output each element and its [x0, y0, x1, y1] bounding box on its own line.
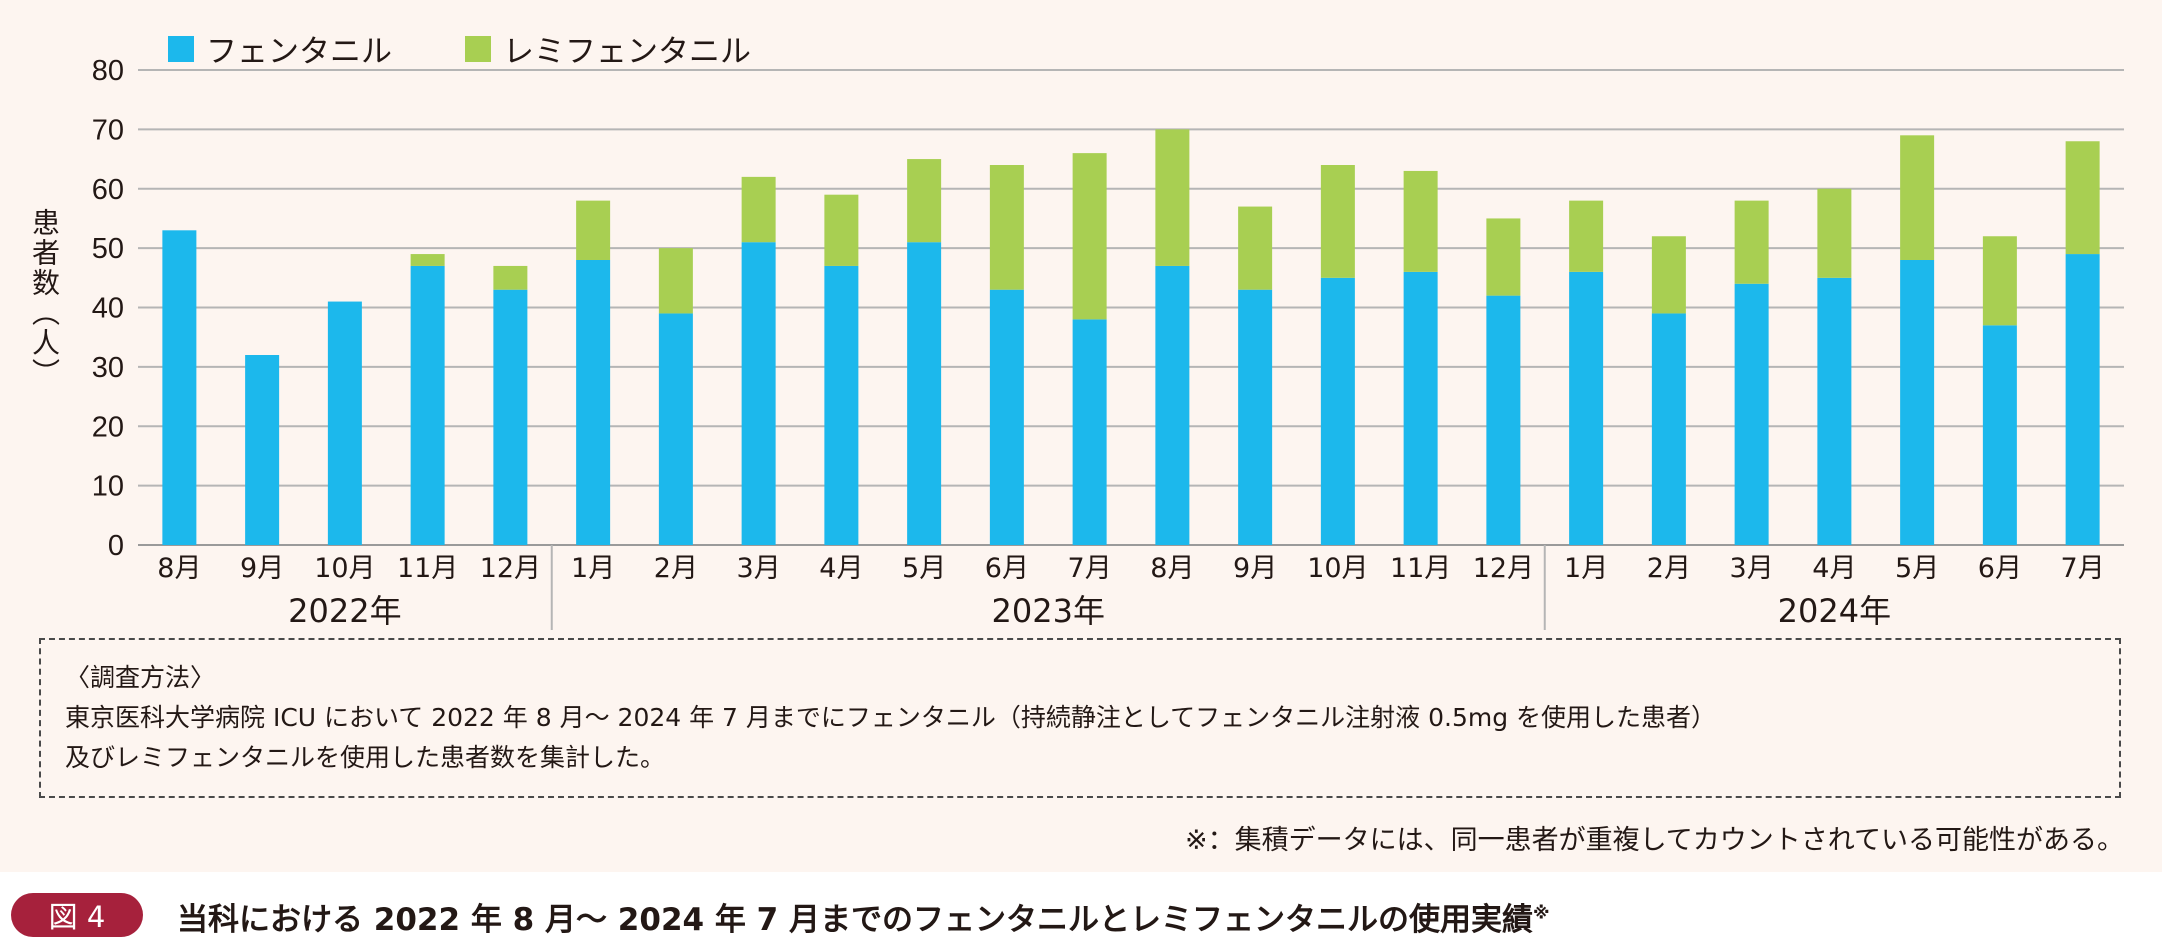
bar-fentanyl	[1817, 277, 1852, 545]
x-tick-label: 6月	[985, 553, 1029, 584]
bar-fentanyl	[1982, 325, 2017, 545]
bar-remifentanil	[824, 194, 859, 266]
bar-fentanyl	[989, 289, 1024, 545]
bar-remifentanil	[1072, 153, 1107, 320]
stacked-bar-chart: 0 10 20 30 40 50 60 70 80 8月 9月 10月 11月 12月 1月 2月 3月 4月 5月…	[92, 55, 2124, 630]
method-line-2: 及びレミフェンタニルを使用した患者数を集計した。	[65, 743, 666, 772]
bar-fentanyl	[327, 301, 362, 545]
bar-fentanyl	[824, 265, 859, 545]
x-tick-label: 5月	[902, 553, 946, 584]
bar-fentanyl	[907, 242, 942, 545]
legend-item-remifentanil: レミフェンタニル	[465, 26, 751, 71]
x-tick-label: 7月	[1068, 553, 1112, 584]
bar-fentanyl	[410, 265, 445, 545]
x-tick-label: 12月	[1473, 553, 1534, 584]
bar-fentanyl	[1900, 260, 1935, 545]
x-tick-label: 9月	[240, 553, 284, 584]
y-tick-label: 50	[92, 233, 124, 265]
year-label: 2024年	[1778, 592, 1891, 630]
year-label: 2022年	[288, 592, 401, 630]
bar-remifentanil	[1651, 236, 1686, 314]
bar-fentanyl	[245, 355, 280, 545]
bar-remifentanil	[1403, 170, 1438, 272]
bar-remifentanil	[741, 176, 776, 243]
legend-swatch-fentanyl	[168, 35, 194, 62]
bar-remifentanil	[1734, 200, 1769, 284]
legend-label-remifentanil: レミフェンタニル	[503, 34, 751, 70]
x-tick-label: 5月	[1895, 553, 1939, 584]
x-tick-label: 11月	[1390, 553, 1451, 584]
bar-remifentanil	[576, 200, 611, 260]
method-line-1: 東京医科大学病院 ICU において 2022 年 8 月～ 2024 年 7 月…	[65, 703, 1717, 732]
x-tick-label: 4月	[819, 553, 863, 584]
bar-remifentanil	[658, 248, 693, 314]
x-tick-label: 10月	[1307, 553, 1368, 584]
x-tick-label: 8月	[1150, 553, 1194, 584]
figure-caption: 当科における 2022 年 8 月～ 2024 年 7 月までのフェンタニルとレ…	[177, 894, 1550, 939]
y-tick-label: 70	[92, 114, 124, 146]
figure-badge: 図 4	[11, 893, 143, 937]
bar-remifentanil	[1486, 218, 1521, 296]
x-tick-label: 4月	[1812, 553, 1856, 584]
y-tick-label: 40	[92, 293, 124, 325]
bar-remifentanil	[493, 265, 528, 290]
legend-swatch-remifentanil	[465, 35, 491, 62]
x-tick-label: 3月	[1730, 553, 1774, 584]
y-tick-label: 80	[92, 55, 124, 87]
legend-label-fentanyl: フェンタニル	[206, 34, 392, 70]
bar-fentanyl	[1569, 271, 1604, 545]
x-tick-label: 9月	[1233, 553, 1277, 584]
x-tick-label: 1月	[571, 553, 615, 584]
caption-text: 当科における 2022 年 8 月～ 2024 年 7 月までのフェンタニルとレ…	[177, 902, 1534, 938]
x-tick-label: 12月	[480, 553, 541, 584]
bar-fentanyl	[1072, 319, 1107, 545]
year-label: 2023年	[992, 592, 1105, 630]
bar-remifentanil	[1320, 165, 1355, 278]
x-tick-label: 1月	[1564, 553, 1608, 584]
method-heading: 〈調査方法〉	[65, 663, 216, 692]
x-tick-label: 2月	[654, 553, 698, 584]
y-tick-label: 20	[92, 411, 124, 443]
x-tick-label: 10月	[314, 553, 375, 584]
bar-fentanyl	[1651, 313, 1686, 545]
bar-remifentanil	[1900, 135, 1935, 260]
bar-fentanyl	[162, 230, 197, 545]
bar-remifentanil	[2065, 141, 2100, 255]
bar-remifentanil	[1569, 200, 1604, 272]
legend-item-fentanyl: フェンタニル	[168, 26, 392, 71]
bar-fentanyl	[1403, 271, 1438, 545]
method-box: 〈調査方法〉 東京医科大学病院 ICU において 2022 年 8 月～ 202…	[39, 638, 2121, 798]
y-tick-label: 0	[108, 530, 124, 562]
bar-remifentanil	[1238, 206, 1273, 290]
bar-fentanyl	[1734, 283, 1769, 545]
bar-fentanyl	[576, 260, 611, 545]
footnote: ※：集積データには、同一患者が重複してカウントされている可能性がある。	[1184, 825, 2124, 856]
bar-fentanyl	[741, 242, 776, 545]
y-tick-label: 10	[92, 471, 124, 503]
bar-remifentanil	[989, 165, 1024, 290]
y-tick-label: 60	[92, 174, 124, 206]
bar-fentanyl	[1486, 295, 1521, 545]
x-tick-label: 2月	[1647, 553, 1691, 584]
bar-fentanyl	[658, 313, 693, 545]
y-tick-label: 30	[92, 352, 124, 384]
bar-fentanyl	[1320, 277, 1355, 545]
bar-remifentanil	[1155, 129, 1190, 266]
x-tick-label: 7月	[2061, 553, 2105, 584]
x-tick-label: 11月	[397, 553, 458, 584]
x-tick-label: 3月	[737, 553, 781, 584]
bar-remifentanil	[1982, 236, 2017, 326]
bar-fentanyl	[1155, 265, 1190, 545]
bar-remifentanil	[410, 254, 445, 266]
caption-mark: ※	[1533, 903, 1550, 924]
bar-remifentanil	[1817, 188, 1852, 278]
bar-fentanyl	[493, 289, 528, 545]
bar-fentanyl	[2065, 254, 2100, 545]
x-tick-label: 6月	[1978, 553, 2022, 584]
bar-fentanyl	[1238, 289, 1273, 545]
y-axis-label: 患者数（人）	[28, 208, 61, 388]
bar-remifentanil	[907, 159, 942, 243]
x-tick-label: 8月	[157, 553, 201, 584]
